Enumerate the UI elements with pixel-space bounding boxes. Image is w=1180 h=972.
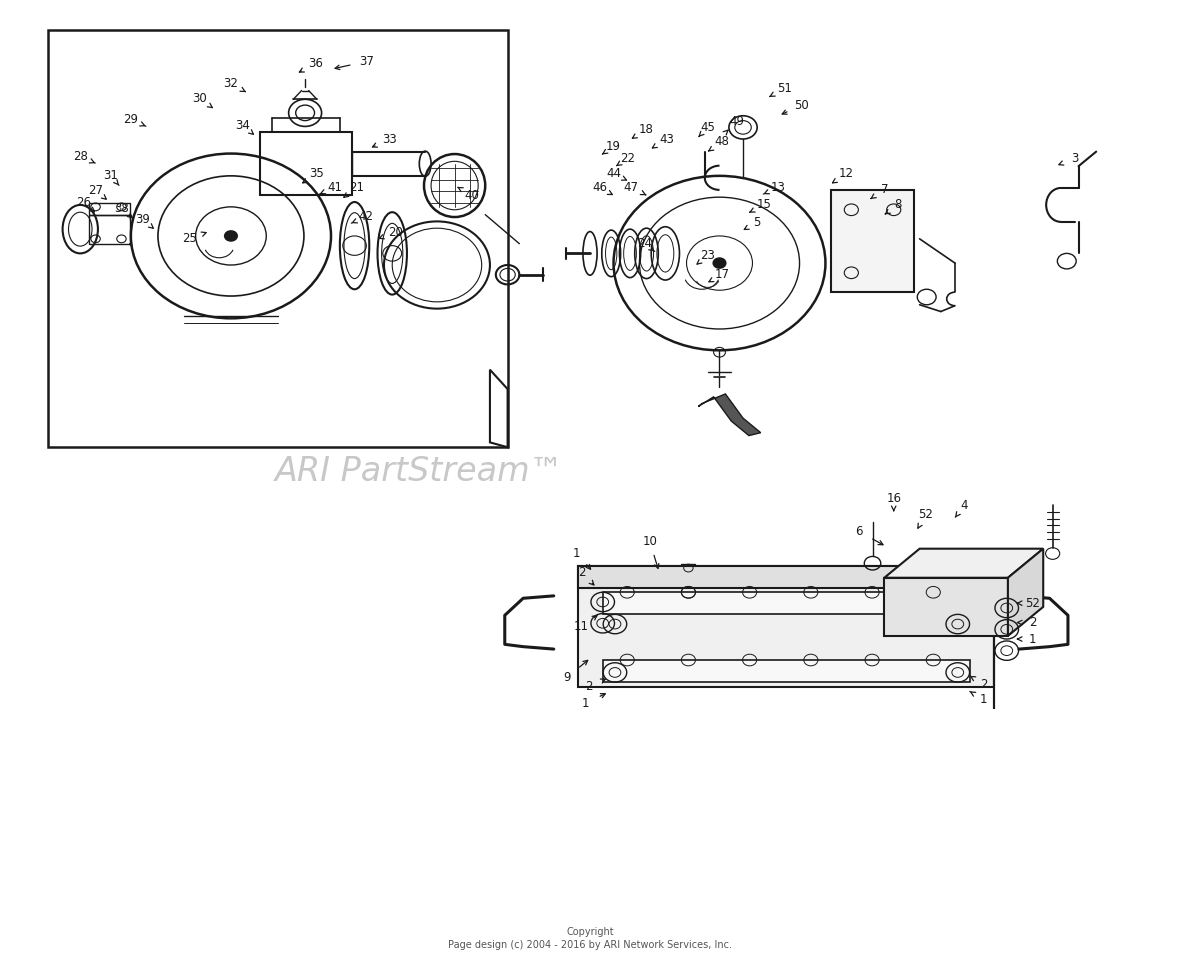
Polygon shape: [578, 566, 995, 588]
Polygon shape: [699, 394, 761, 435]
Text: 44: 44: [607, 167, 621, 181]
Text: 11: 11: [573, 620, 589, 633]
Text: 25: 25: [182, 232, 197, 245]
Text: 5: 5: [754, 216, 761, 228]
Text: 2: 2: [979, 677, 988, 690]
Text: 29: 29: [124, 113, 138, 126]
Text: 19: 19: [607, 140, 621, 154]
Text: 38: 38: [114, 202, 129, 216]
Text: 2: 2: [1029, 616, 1036, 629]
Text: 26: 26: [77, 196, 91, 210]
Text: 43: 43: [660, 132, 674, 146]
Text: 20: 20: [388, 226, 404, 238]
Text: 16: 16: [886, 492, 902, 504]
Text: 10: 10: [642, 535, 657, 548]
Text: 21: 21: [349, 181, 365, 194]
Text: 35: 35: [309, 167, 325, 181]
Text: 6: 6: [854, 525, 863, 538]
Text: 46: 46: [592, 181, 607, 194]
Polygon shape: [1008, 548, 1043, 636]
Text: 31: 31: [104, 169, 118, 183]
Text: 2: 2: [585, 680, 592, 693]
Text: 37: 37: [359, 55, 374, 68]
Text: 32: 32: [223, 77, 238, 90]
Text: 13: 13: [771, 181, 786, 194]
Text: 9: 9: [564, 671, 571, 683]
Text: 15: 15: [756, 198, 772, 212]
Polygon shape: [603, 592, 970, 614]
Text: 12: 12: [839, 167, 854, 181]
Text: 34: 34: [235, 119, 250, 132]
Polygon shape: [832, 191, 913, 293]
Text: 17: 17: [714, 268, 729, 281]
Text: 51: 51: [776, 82, 792, 95]
Text: 45: 45: [700, 121, 715, 134]
Text: 30: 30: [192, 91, 206, 105]
Circle shape: [713, 258, 727, 269]
Text: 39: 39: [136, 213, 150, 226]
Text: 48: 48: [714, 135, 729, 149]
Polygon shape: [884, 577, 1008, 636]
Text: 7: 7: [880, 183, 889, 196]
Text: 28: 28: [73, 150, 87, 163]
Text: 18: 18: [640, 122, 654, 136]
Polygon shape: [884, 548, 1043, 577]
Text: 52: 52: [918, 508, 933, 521]
Text: 36: 36: [308, 57, 323, 70]
Bar: [261, 132, 352, 195]
Text: 22: 22: [621, 152, 635, 165]
Text: Page design (c) 2004 - 2016 by ARI Network Services, Inc.: Page design (c) 2004 - 2016 by ARI Netwo…: [448, 941, 732, 951]
Text: 33: 33: [382, 132, 398, 146]
Text: 1: 1: [573, 546, 581, 560]
Text: ARI PartStream™: ARI PartStream™: [275, 455, 564, 488]
Text: 41: 41: [327, 181, 342, 194]
Text: 52: 52: [1025, 597, 1040, 609]
Text: 42: 42: [359, 210, 374, 223]
Text: 3: 3: [1071, 152, 1079, 165]
Text: 49: 49: [729, 115, 745, 128]
Bar: [88, 215, 130, 244]
Text: 4: 4: [961, 499, 968, 511]
Text: 2: 2: [578, 566, 585, 579]
Text: 50: 50: [794, 98, 809, 112]
Text: Copyright: Copyright: [566, 927, 614, 937]
Bar: [88, 203, 130, 215]
Text: 27: 27: [88, 184, 103, 197]
Text: 24: 24: [637, 237, 651, 250]
Polygon shape: [603, 660, 970, 682]
Text: 23: 23: [700, 249, 715, 261]
Bar: [48, 30, 507, 447]
Text: 8: 8: [894, 198, 903, 212]
Polygon shape: [578, 566, 995, 686]
Text: 1: 1: [1029, 633, 1036, 645]
Text: 40: 40: [465, 189, 480, 202]
Text: 47: 47: [624, 181, 638, 194]
Text: 1: 1: [979, 693, 988, 706]
Circle shape: [224, 230, 238, 242]
Text: 1: 1: [582, 697, 589, 710]
